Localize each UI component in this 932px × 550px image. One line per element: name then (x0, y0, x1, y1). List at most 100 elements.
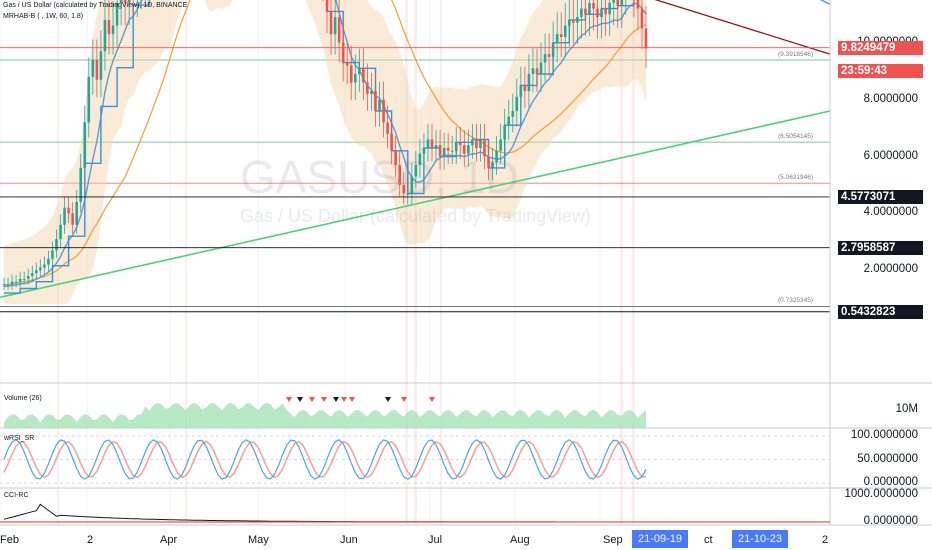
candle-body (463, 145, 466, 154)
wrsi-line (3, 439, 647, 480)
volume-signal-marker (309, 397, 315, 402)
cci-line (3, 503, 646, 523)
volume-signal-marker (333, 397, 339, 402)
candle-body (523, 85, 527, 92)
candle-body (422, 147, 426, 154)
x-tick-label: Aug (510, 534, 530, 546)
candle-body (471, 139, 474, 146)
highlight-stripe (440, 0, 442, 525)
x-tick-label: ct (704, 534, 713, 546)
candle-body (442, 147, 446, 157)
candle-body (6, 284, 10, 286)
moving-average-line (4, 0, 647, 286)
fib-level-label: (5.0621946) (778, 174, 814, 182)
candle-body (63, 207, 66, 225)
fib-level-label: (0.7325345) (778, 297, 814, 305)
x-tick-label: May (248, 534, 269, 546)
candle-body (18, 278, 22, 282)
candle-body (620, 0, 624, 6)
candle-body (111, 25, 115, 35)
candle-body (22, 278, 26, 280)
candle-body (386, 122, 389, 134)
candle-body (612, 0, 615, 3)
price-box: 2.7958587 (838, 240, 923, 255)
candle-body (366, 82, 369, 94)
candle-body (99, 51, 103, 80)
x-tick-label: Sep (603, 534, 623, 546)
candle-body (394, 150, 397, 166)
candle-body (67, 207, 70, 214)
candle-body (454, 142, 458, 151)
candle-body (495, 150, 498, 163)
price-box: 23:59:43 (838, 64, 923, 79)
candle-body (507, 116, 511, 126)
candle-body (600, 8, 603, 18)
candle-body (87, 76, 91, 123)
candle-body (127, 0, 131, 3)
candle-body (382, 99, 385, 123)
fib-level-label: (6.5054145) (778, 133, 814, 141)
candle-body (390, 133, 393, 151)
candle-body (551, 42, 555, 57)
volume-area (4, 402, 646, 428)
candle-body (123, 0, 127, 3)
candle-body (410, 176, 414, 194)
candle-body (547, 54, 551, 57)
volume-signal-marker (286, 397, 292, 402)
candle-body (333, 17, 337, 35)
y-tick-label: 4.0000000 (863, 206, 918, 219)
candle-body (79, 167, 83, 203)
candle-body (580, 8, 583, 18)
x-tick-label: Feb (0, 534, 19, 546)
candle-body (95, 59, 99, 80)
chart-title: Gas / US Dollar (calculated by TradingVi… (3, 2, 188, 9)
price-box: 9.8249479 (838, 40, 923, 55)
candle-body (329, 11, 333, 35)
candle-body (402, 184, 406, 194)
trend-line-blue (4, 0, 647, 287)
candle-body (604, 8, 607, 15)
candle-body (483, 139, 486, 157)
descending-trendline-red (654, 0, 831, 55)
candle-body (30, 273, 34, 276)
candle-body (515, 96, 519, 111)
candle-body (14, 281, 18, 283)
candle-body (458, 142, 462, 146)
candle-body (559, 34, 563, 38)
candle-body (616, 0, 620, 6)
candle-body (35, 270, 38, 274)
candle-body (584, 8, 587, 15)
candle-body (398, 165, 401, 185)
highlight-stripe (57, 0, 59, 525)
candle-body (535, 68, 539, 74)
candle-body (353, 73, 357, 83)
volume-signal-marker (297, 397, 303, 402)
candle-body (47, 258, 50, 265)
price-box: 0.5432823 (838, 304, 923, 319)
wrsi-tick-label: 100.0000000 (850, 429, 918, 441)
time-box: 21-10-23 (732, 530, 789, 548)
wrsi-signal-line (3, 440, 647, 479)
candle-body (414, 165, 418, 177)
cci-title: CCI-RC (4, 492, 29, 499)
ascending-trendline-green (0, 110, 831, 299)
candle-body (644, 28, 648, 49)
candle-body (374, 91, 377, 111)
candle-body (576, 17, 579, 23)
watermark-symbol: GASUSD, 1D (240, 151, 519, 203)
candle-body (567, 19, 571, 26)
volume-signal-marker (385, 397, 391, 402)
candle-body (43, 264, 46, 268)
candle-body (450, 150, 454, 152)
volume-signal-marker (401, 397, 407, 402)
candle-body (503, 125, 506, 140)
candle-body (499, 139, 502, 151)
highlight-stripe (414, 0, 417, 525)
candle-body (446, 147, 450, 151)
candle-body (531, 68, 535, 74)
x-tick-label: Jul (428, 534, 443, 546)
candle-body (527, 73, 531, 92)
candle-body (345, 62, 349, 66)
candle-body (337, 17, 341, 43)
